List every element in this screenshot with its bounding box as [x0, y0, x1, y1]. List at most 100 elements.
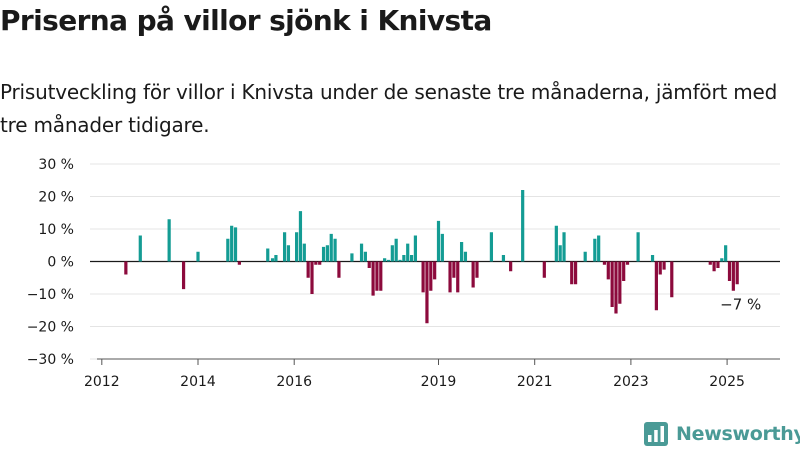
bar	[196, 251, 200, 262]
bar	[167, 219, 171, 262]
x-tick-label: 2019	[421, 374, 457, 390]
bar	[654, 261, 658, 311]
bar	[321, 246, 326, 262]
x-tick-label: 2014	[180, 374, 216, 390]
bar	[610, 261, 614, 307]
bar	[237, 261, 241, 265]
bar	[359, 243, 364, 262]
bar	[471, 261, 475, 288]
y-tick-label: −10 %	[27, 287, 74, 303]
bar	[138, 235, 142, 262]
brand-logo: Newsworthy	[644, 421, 800, 447]
bar	[124, 261, 128, 275]
bar	[554, 225, 558, 262]
bar	[282, 232, 287, 262]
bar	[298, 211, 303, 262]
bar	[618, 261, 622, 304]
bar	[724, 245, 728, 262]
bar	[363, 251, 367, 262]
bar	[558, 245, 562, 262]
x-tick-label: 2025	[709, 374, 745, 390]
bar	[266, 248, 270, 262]
bar	[562, 232, 566, 262]
bar	[509, 261, 513, 272]
bar	[383, 258, 387, 262]
bar	[367, 261, 371, 268]
bar	[295, 232, 299, 262]
bar	[350, 253, 354, 262]
bar	[475, 261, 479, 278]
bar	[413, 235, 418, 262]
bar	[310, 261, 314, 294]
bar	[402, 255, 406, 262]
bar	[425, 261, 429, 324]
bar	[406, 243, 410, 262]
y-tick-label: −30 %	[27, 352, 74, 368]
bar	[606, 261, 610, 280]
bar	[230, 225, 234, 262]
bar	[375, 261, 379, 291]
bar	[459, 242, 464, 262]
last-value-annotation: −7 %	[720, 295, 761, 313]
bar	[658, 261, 662, 275]
bar	[394, 238, 398, 262]
bar	[398, 259, 402, 262]
bar	[337, 261, 341, 278]
bar	[602, 261, 607, 265]
bar	[390, 245, 394, 262]
bar	[636, 232, 640, 262]
bar	[314, 261, 318, 265]
bar	[708, 261, 712, 265]
y-tick-label: 20 %	[38, 190, 74, 206]
bar	[333, 238, 337, 262]
bar	[318, 261, 322, 265]
bar	[731, 261, 735, 291]
bar	[448, 261, 452, 293]
bar	[433, 261, 437, 280]
bar	[625, 261, 630, 265]
bar	[329, 233, 333, 262]
bar	[325, 245, 329, 262]
y-tick-label: 10 %	[38, 222, 74, 238]
bar	[286, 245, 291, 262]
bar	[386, 259, 391, 262]
bar	[409, 255, 414, 262]
x-tick-label: 2023	[613, 374, 649, 390]
x-axis: 2012 2014 2016 2019 2021 2023 2025	[84, 358, 780, 390]
bar	[302, 243, 306, 262]
x-tick-label: 2012	[84, 374, 120, 390]
bar-series	[124, 190, 739, 324]
bar	[622, 261, 626, 281]
bar	[463, 251, 468, 262]
bar	[597, 235, 601, 262]
bar	[452, 261, 456, 278]
y-tick-label: 0 %	[47, 255, 74, 271]
bar	[456, 261, 460, 293]
bar	[274, 255, 278, 262]
y-axis: 30 % 20 % 10 % 0 % −10 % −20 % −30 %	[27, 157, 74, 368]
bar	[570, 261, 574, 285]
bar	[542, 261, 546, 278]
bar	[436, 220, 441, 262]
bar	[421, 261, 425, 293]
page-title: Priserna på villor sjönk i Knivsta	[0, 4, 492, 37]
bar	[614, 261, 618, 314]
bar	[662, 261, 666, 270]
y-tick-label: 30 %	[38, 157, 74, 173]
page-subtitle: Prisutveckling för villor i Knivsta unde…	[0, 80, 778, 137]
bar	[440, 233, 444, 262]
bar	[583, 251, 587, 262]
bar	[573, 261, 578, 285]
y-tick-label: −20 %	[27, 320, 74, 336]
bar	[233, 227, 238, 262]
bar	[270, 258, 275, 262]
bar	[181, 261, 186, 290]
bar-chart-logo-icon	[644, 422, 668, 446]
bar	[501, 255, 506, 262]
bar	[712, 261, 716, 272]
x-tick-label: 2021	[517, 374, 553, 390]
x-tick-label: 2016	[276, 374, 312, 390]
bar	[735, 261, 739, 285]
bar	[720, 258, 724, 262]
